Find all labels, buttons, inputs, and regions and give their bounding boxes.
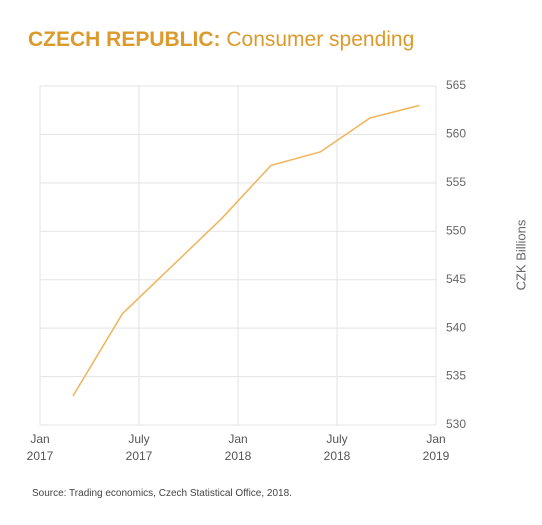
x-tick-label: Jan 2018 <box>224 432 252 463</box>
x-tick-label: July 2018 <box>323 432 351 463</box>
x-tick-label: Jan 2017 <box>26 432 54 463</box>
title: CZECH REPUBLIC: <box>28 28 221 51</box>
y-tick-label: 560 <box>446 127 466 141</box>
y-axis-label: CZK Billions <box>513 219 528 290</box>
chart: CZK Billions 530 535 540 545 550 555 560 565 <box>39 78 528 431</box>
source: Source: Trading economics, Czech Statist… <box>32 488 292 499</box>
subtitle: Consumer spending <box>226 28 415 51</box>
y-tick-label: 535 <box>446 369 466 383</box>
y-tick-label: 555 <box>446 175 466 189</box>
y-tick-label: 530 <box>446 417 466 431</box>
y-tick-label: 565 <box>446 78 466 92</box>
line <box>72 104 420 397</box>
x-tick-label: Jan 2019 <box>422 432 450 463</box>
y-tick-label: 545 <box>446 272 466 286</box>
y-tick-label: 540 <box>446 320 466 334</box>
chart-title: CZECH REPUBLIC: Consumer spending <box>28 28 414 52</box>
y-tick-label: 550 <box>446 223 466 237</box>
x-tick-label: July 2017 <box>125 432 153 463</box>
